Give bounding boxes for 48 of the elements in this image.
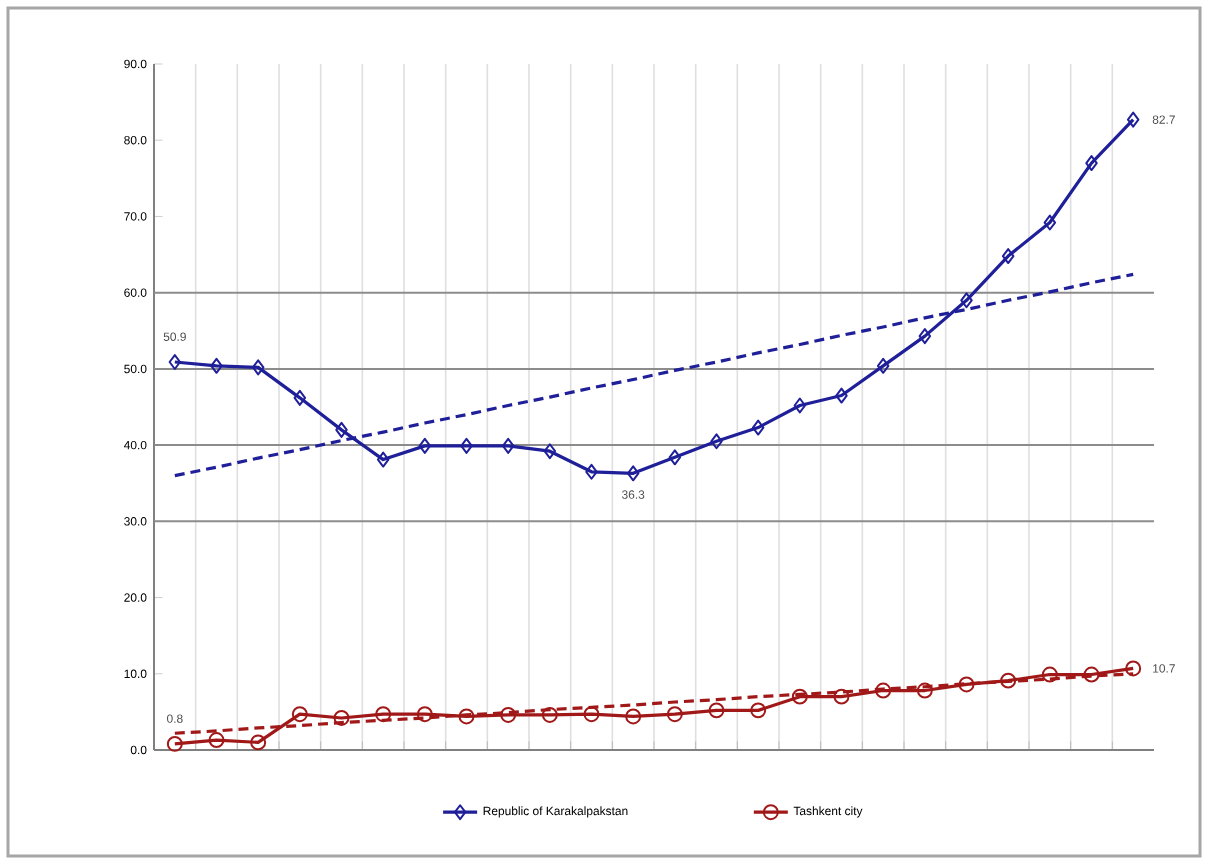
point [835, 387, 848, 404]
point [501, 437, 515, 454]
point [833, 688, 850, 705]
point [583, 706, 600, 723]
point [168, 354, 182, 370]
point [418, 437, 432, 454]
point [1125, 660, 1142, 677]
point [751, 419, 765, 436]
point [626, 465, 640, 482]
point [960, 292, 973, 309]
point [251, 359, 265, 376]
point [916, 682, 933, 699]
point [1000, 672, 1017, 689]
point [1126, 111, 1140, 128]
point [543, 443, 557, 460]
point [376, 451, 390, 468]
point [625, 708, 642, 725]
point [293, 389, 307, 406]
point [1083, 666, 1100, 683]
point [1085, 155, 1098, 172]
point [750, 702, 767, 719]
point [958, 676, 975, 693]
point [1043, 214, 1057, 231]
point [708, 702, 725, 719]
point [500, 706, 517, 723]
point [375, 706, 392, 723]
point [1041, 666, 1058, 683]
point [208, 732, 225, 749]
point [416, 706, 433, 723]
point [668, 449, 682, 466]
point [333, 710, 350, 726]
point [791, 688, 808, 705]
point [335, 421, 348, 438]
point [210, 357, 223, 374]
point [1001, 248, 1015, 265]
point [585, 463, 598, 480]
point [876, 357, 890, 374]
point [460, 437, 473, 454]
point [710, 433, 723, 450]
point [541, 706, 558, 723]
point [166, 735, 183, 752]
point [666, 706, 683, 723]
point [875, 682, 892, 699]
point [918, 328, 932, 345]
point [291, 706, 308, 723]
point [250, 734, 267, 751]
point [793, 397, 807, 414]
point [458, 708, 475, 725]
